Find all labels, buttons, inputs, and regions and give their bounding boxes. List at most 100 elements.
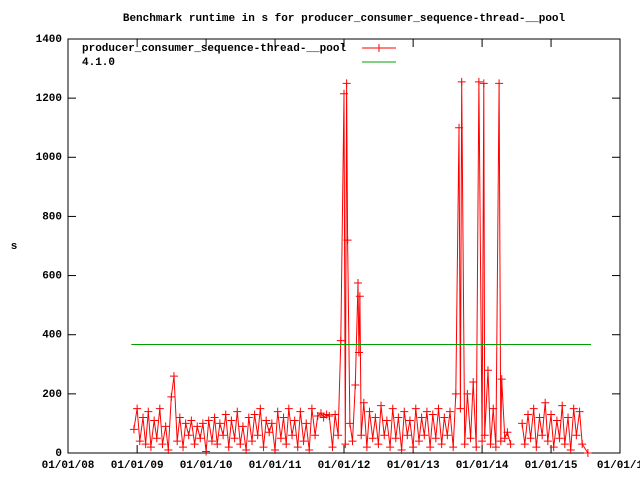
point-marker xyxy=(414,437,423,446)
point-marker xyxy=(331,410,340,419)
point-marker xyxy=(316,409,325,418)
point-marker xyxy=(328,443,337,452)
point-marker xyxy=(422,407,431,416)
point-marker xyxy=(374,440,383,449)
point-marker xyxy=(497,375,506,384)
point-marker xyxy=(426,443,435,452)
point-marker xyxy=(336,336,345,345)
point-marker xyxy=(472,443,481,452)
point-marker xyxy=(325,412,334,421)
point-marker xyxy=(445,407,454,416)
point-marker xyxy=(345,419,354,428)
point-marker xyxy=(486,440,495,449)
point-marker xyxy=(560,440,569,449)
point-marker xyxy=(428,410,437,419)
point-marker xyxy=(181,419,190,428)
point-marker xyxy=(138,413,147,422)
point-marker xyxy=(351,380,360,389)
point-marker xyxy=(190,440,199,449)
point-marker xyxy=(451,389,460,398)
point-marker xyxy=(377,401,386,410)
point-marker xyxy=(543,437,552,446)
point-marker xyxy=(368,434,377,443)
point-marker xyxy=(242,446,251,455)
point-marker xyxy=(555,434,564,443)
point-marker xyxy=(196,434,205,443)
point-marker xyxy=(179,443,188,452)
x-tick-label: 01/01/08 xyxy=(42,460,95,472)
point-marker xyxy=(411,404,420,413)
point-marker xyxy=(394,413,403,422)
point-marker xyxy=(391,434,400,443)
point-marker xyxy=(265,428,274,437)
point-marker xyxy=(341,440,350,449)
point-marker xyxy=(305,446,314,455)
point-marker xyxy=(302,419,311,428)
x-tick-label: 01/01/15 xyxy=(525,460,578,472)
point-marker xyxy=(340,89,348,98)
point-marker xyxy=(284,404,293,413)
point-marker xyxy=(520,440,529,449)
point-marker xyxy=(569,404,578,413)
point-marker xyxy=(541,398,550,407)
point-marker xyxy=(343,236,352,245)
point-marker xyxy=(466,434,475,443)
point-marker xyxy=(288,431,297,440)
y-tick-label: 1000 xyxy=(36,152,62,164)
point-marker xyxy=(175,413,184,422)
point-marker xyxy=(409,443,418,452)
x-tick-label: 01/01/12 xyxy=(318,460,371,472)
point-marker xyxy=(276,434,285,443)
point-marker xyxy=(371,413,380,422)
point-marker xyxy=(248,437,256,446)
point-marker xyxy=(262,416,271,425)
point-marker xyxy=(564,413,573,422)
legend-label: 4.1.0 xyxy=(82,57,115,69)
point-marker xyxy=(480,431,489,440)
point-marker xyxy=(307,404,316,413)
point-marker xyxy=(575,407,584,416)
point-marker xyxy=(193,422,202,431)
point-marker xyxy=(256,404,265,413)
point-marker xyxy=(221,410,230,419)
point-marker xyxy=(359,398,368,407)
point-marker xyxy=(348,437,357,446)
point-marker xyxy=(187,416,196,425)
point-marker xyxy=(342,79,351,88)
point-marker xyxy=(538,431,547,440)
point-marker xyxy=(144,407,153,416)
point-marker xyxy=(474,77,483,86)
point-marker xyxy=(405,416,414,425)
point-marker xyxy=(155,404,164,413)
point-marker xyxy=(133,404,142,413)
point-marker xyxy=(357,431,366,440)
point-marker xyxy=(311,431,320,440)
point-marker xyxy=(380,431,389,440)
point-marker xyxy=(213,440,222,449)
x-tick-label: 01/01/10 xyxy=(180,460,233,472)
point-marker xyxy=(382,416,391,425)
point-marker xyxy=(434,404,443,413)
point-marker xyxy=(495,79,504,88)
point-marker xyxy=(518,419,527,428)
point-marker xyxy=(526,434,535,443)
point-marker xyxy=(230,434,239,443)
point-marker xyxy=(388,404,397,413)
point-marker xyxy=(500,434,509,443)
point-marker xyxy=(152,434,161,443)
point-marker xyxy=(296,407,305,416)
point-marker xyxy=(469,378,478,387)
point-marker xyxy=(135,437,144,446)
point-marker xyxy=(431,434,440,443)
point-marker xyxy=(164,446,173,455)
y-tick-label: 400 xyxy=(42,330,62,342)
point-marker xyxy=(224,443,233,452)
point-marker xyxy=(457,77,466,86)
point-marker xyxy=(236,440,245,449)
x-tick-label: 01/01/11 xyxy=(249,460,302,472)
point-marker xyxy=(420,431,429,440)
point-marker xyxy=(535,413,544,422)
point-marker xyxy=(403,431,412,440)
point-marker xyxy=(129,425,138,434)
